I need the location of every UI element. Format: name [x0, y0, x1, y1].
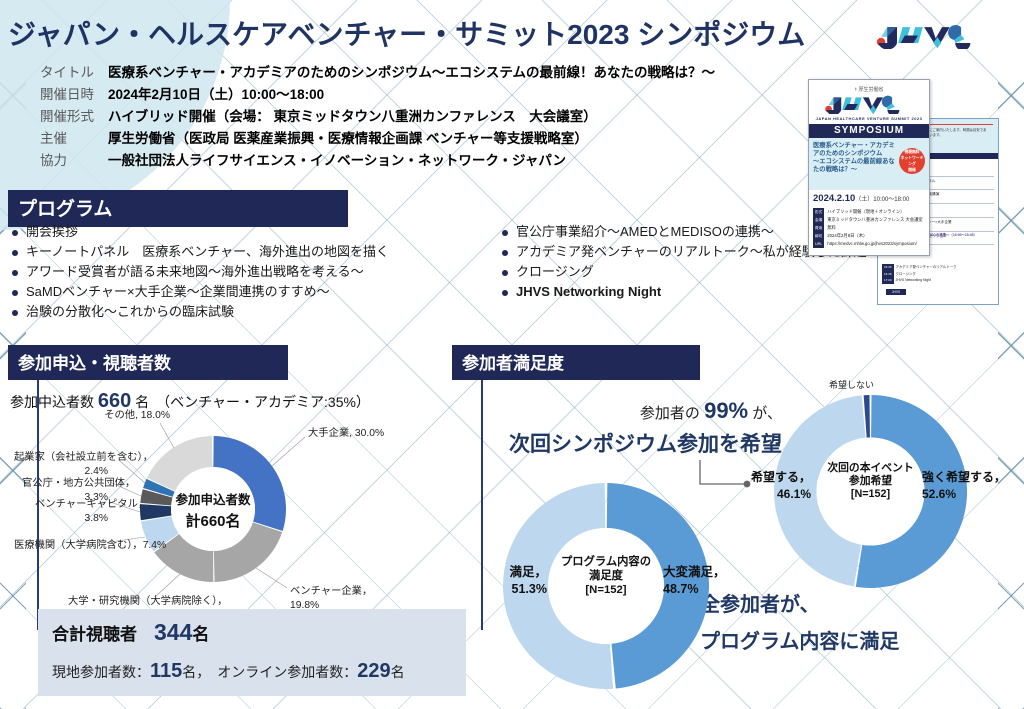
svg-text:計660名: 計660名 [185, 512, 240, 530]
svg-text:参加申込者数: 参加申込者数 [175, 492, 251, 507]
